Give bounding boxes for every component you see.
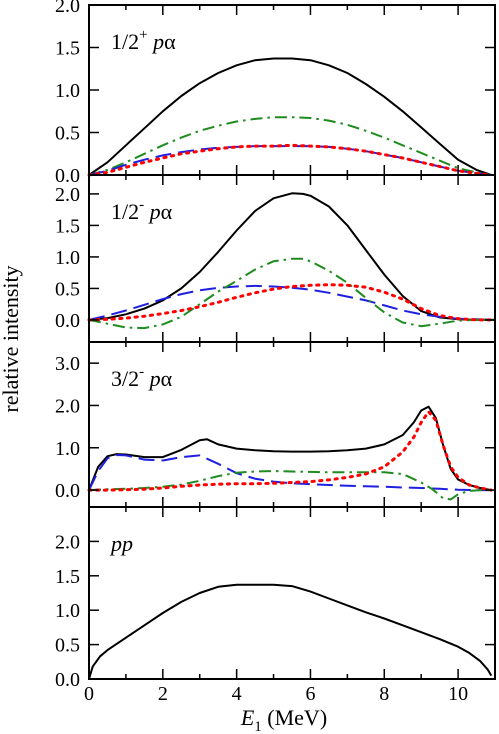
chart-panels: 0.0 0.5 1.0 1.5 2.0 1/2+ pα 0.0 0.5 1.0 1.5 2.0 1/2… <box>55 0 497 705</box>
y-tick-label: 1.5 <box>55 215 80 237</box>
y-tick-label: 1.0 <box>55 247 80 269</box>
y-tick-label: 1.0 <box>55 600 80 622</box>
x-tick-label: 8 <box>379 683 389 705</box>
panel-3: 0.0 1.0 2.0 3.0 3/2- pα <box>55 341 496 508</box>
panel-frame <box>88 506 496 680</box>
y-tick-label: 1.0 <box>55 80 80 102</box>
series-dotted-line <box>87 283 497 322</box>
panel-label: 1/2+ pα <box>111 27 176 54</box>
y-tick-label: 2.0 <box>55 0 80 17</box>
y-tick-label: 2.0 <box>55 531 80 553</box>
panel-4: 0.0 0.5 1.0 1.5 2.0 pp 0 2 4 6 8 10 <box>55 506 496 705</box>
y-tick-label: 1.5 <box>55 38 80 60</box>
y-tick-label: 1.0 <box>55 438 80 460</box>
series-dashed-line <box>88 145 492 176</box>
series-dashed-line <box>88 454 492 492</box>
y-tick-label: 0.0 <box>55 669 80 691</box>
series-solid-line <box>88 405 492 492</box>
series-dashdot-line <box>88 470 492 501</box>
panel-label: pp <box>109 531 133 556</box>
x-tick-label: 2 <box>158 683 168 705</box>
series-dashed-line <box>88 284 496 321</box>
series-dotted-line <box>87 143 493 177</box>
panel-2: 0.0 0.5 1.0 1.5 2.0 1/2- pα <box>55 174 497 343</box>
y-axis-title: relative intensity <box>0 265 23 412</box>
y-tick-label: 0.0 <box>55 480 80 502</box>
x-tick-label: 0 <box>84 683 94 705</box>
series-dotted-line <box>87 410 493 492</box>
series-dashdot-line <box>88 257 495 330</box>
series-solid-line <box>88 583 493 680</box>
panel-label: 3/2- pα <box>111 364 173 391</box>
y-tick-label: 3.0 <box>55 353 80 375</box>
series-dashdot-line <box>88 116 492 176</box>
y-tick-label: 1.5 <box>55 566 80 588</box>
y-tick-label: 0.0 <box>55 165 80 187</box>
x-axis-title: E1 (MeV) <box>240 705 327 734</box>
y-tick-label: 2.0 <box>55 184 80 206</box>
series-solid-line <box>88 192 495 321</box>
x-tick-label: 4 <box>232 683 242 705</box>
x-tick-label: 10 <box>448 683 468 705</box>
panel-label: 1/2- pα <box>111 197 173 224</box>
y-tick-label: 0.5 <box>55 635 80 657</box>
panel-1: 0.0 0.5 1.0 1.5 2.0 1/2+ pα <box>55 0 496 187</box>
y-tick-label: 0.0 <box>55 310 80 332</box>
x-tick-label: 6 <box>305 683 315 705</box>
series-solid-line <box>88 57 492 176</box>
y-tick-label: 2.0 <box>55 395 80 417</box>
y-tick-label: 0.5 <box>55 123 80 145</box>
y-tick-label: 0.5 <box>55 278 80 300</box>
